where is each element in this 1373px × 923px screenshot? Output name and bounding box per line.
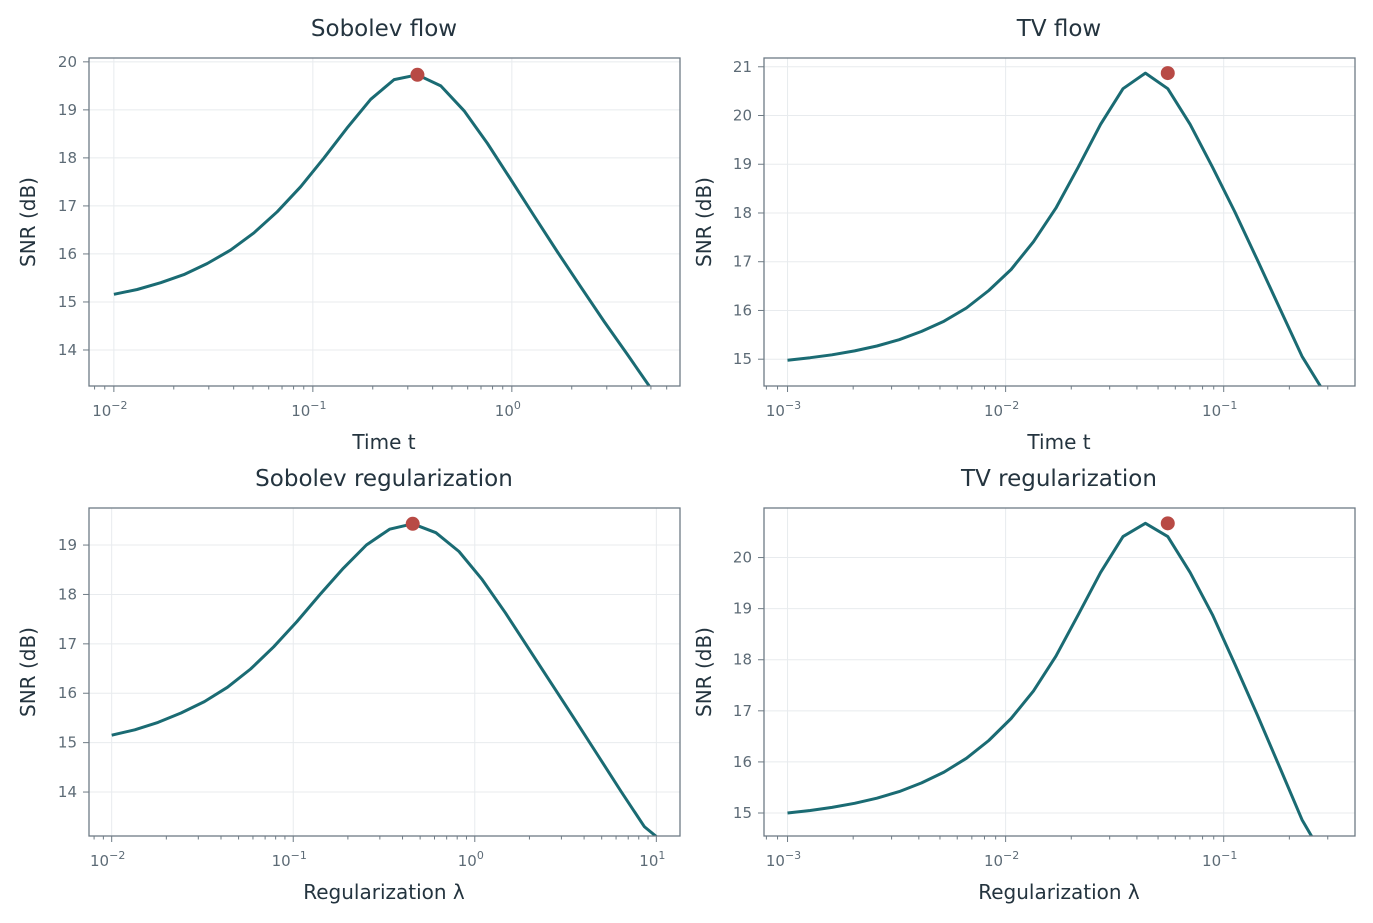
panel-tv-flow: TV flow Time t SNR (dB)	[692, 16, 1101, 454]
plot-area-2: 10−3 10−2 10−1 15 16 17 18 19 20 21	[733, 57, 1356, 420]
axes-frame	[88, 57, 681, 387]
plot-area-3: 10−2 10−1 100 101 14 15 16 17 18 19	[58, 507, 681, 870]
y-tick-label: 15	[733, 350, 752, 368]
panel-tv-regularization: TV regularization Regularization λ SNR (…	[692, 466, 1157, 904]
y-tick-label: 17	[733, 253, 752, 271]
y-tick-label: 15	[733, 804, 752, 822]
x-tick-label: 10−1	[1202, 849, 1237, 870]
y-tick-label: 17	[733, 702, 752, 720]
x-tick-label: 100	[495, 399, 521, 420]
y-tick-label: 19	[58, 101, 77, 119]
x-axis-label: Time t	[351, 430, 415, 454]
y-tick-label: 17	[58, 197, 77, 215]
peak-marker	[410, 67, 425, 82]
x-axis-label: Regularization λ	[978, 880, 1140, 904]
peak-marker	[1160, 66, 1175, 81]
panel-title: Sobolev regularization	[255, 466, 513, 492]
axes-frame	[763, 57, 1356, 387]
y-axis-label: SNR (dB)	[16, 177, 40, 267]
y-tick-label: 14	[58, 783, 77, 801]
x-tick-label: 101	[639, 849, 665, 870]
y-tick-label: 15	[58, 293, 77, 311]
y-tick-label: 16	[733, 301, 752, 319]
panel-sobolev-flow: Sobolev flow Time t SNR (dB)	[16, 16, 457, 454]
y-tick-label: 18	[733, 651, 752, 669]
x-tick-label: 10−2	[90, 849, 125, 870]
y-tick-label: 20	[58, 53, 77, 71]
panel-title: Sobolev flow	[311, 16, 457, 42]
y-tick-label: 16	[58, 684, 77, 702]
axes-frame	[88, 507, 681, 837]
panel-sobolev-regularization: Sobolev regularization Regularization λ …	[16, 466, 513, 904]
peak-marker	[405, 516, 420, 531]
panel-title: TV flow	[1016, 16, 1101, 42]
y-axis-label: SNR (dB)	[692, 177, 716, 267]
y-tick-label: 15	[58, 734, 77, 752]
x-tick-label: 10−1	[291, 399, 326, 420]
y-tick-label: 18	[58, 149, 77, 167]
x-axis-label: Regularization λ	[303, 880, 465, 904]
y-tick-label: 20	[733, 549, 752, 567]
snr-curve	[787, 71, 1323, 386]
x-tick-label: 10−2	[984, 849, 1019, 870]
x-tick-label: 10−1	[272, 849, 307, 870]
x-tick-label: 10−3	[766, 399, 801, 420]
y-tick-label: 21	[733, 58, 752, 76]
y-tick-label: 14	[58, 341, 77, 359]
y-tick-label: 19	[733, 155, 752, 173]
axes-frame	[763, 507, 1356, 837]
x-tick-label: 10−2	[984, 399, 1019, 420]
y-axis-label: SNR (dB)	[692, 627, 716, 717]
y-tick-label: 16	[733, 753, 752, 771]
plot-area-1: 10−2 10−1 100 14 15 16 17 18 19 20	[58, 53, 681, 420]
snr-curve	[111, 522, 658, 836]
plot-area-4: 10−3 10−2 10−1 15 16 17 18 19 20	[733, 507, 1356, 870]
y-tick-label: 18	[58, 585, 77, 603]
y-tick-label: 17	[58, 635, 77, 653]
panel-title: TV regularization	[960, 466, 1157, 492]
snr-curve	[787, 521, 1314, 836]
x-tick-label: 100	[458, 849, 484, 870]
snr-curve	[113, 73, 652, 386]
x-axis-label: Time t	[1026, 430, 1090, 454]
y-tick-label: 16	[58, 245, 77, 263]
x-tick-label: 10−3	[766, 849, 801, 870]
peak-marker	[1160, 516, 1175, 531]
y-axis-label: SNR (dB)	[16, 627, 40, 717]
x-tick-label: 10−1	[1202, 399, 1237, 420]
y-tick-label: 20	[733, 107, 752, 125]
x-tick-label: 10−2	[92, 399, 127, 420]
y-tick-label: 19	[58, 536, 77, 554]
y-tick-label: 19	[733, 600, 752, 618]
y-tick-label: 18	[733, 204, 752, 222]
